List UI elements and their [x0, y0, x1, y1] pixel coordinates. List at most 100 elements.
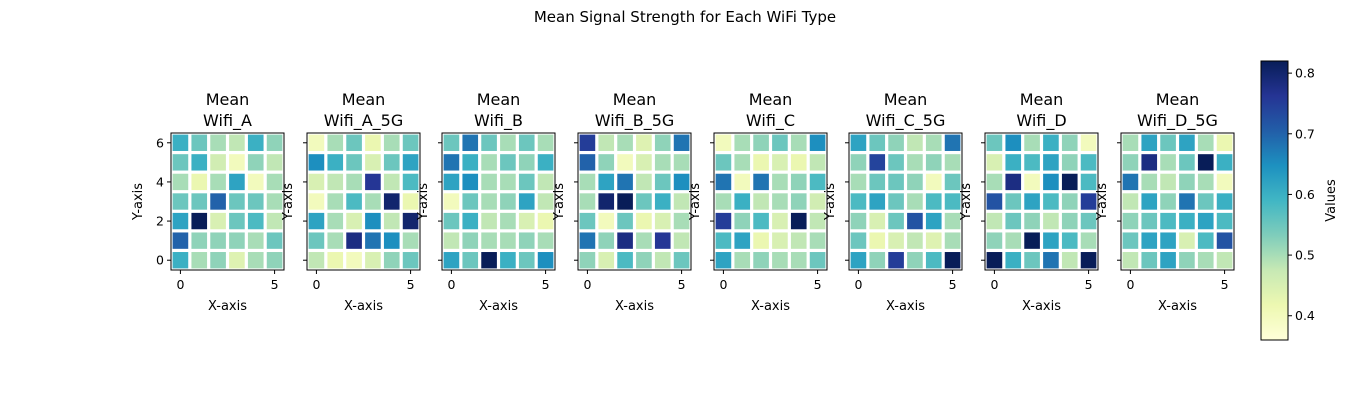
y-axis-label: Y-axis: [131, 183, 146, 221]
heatmap-cell: [443, 134, 460, 151]
y-tick-label: 2: [156, 214, 164, 229]
heatmap-cell: [753, 173, 769, 191]
heatmap-cell: [715, 154, 732, 171]
heatmap-cell: [1061, 173, 1078, 191]
heatmap-cell: [1005, 173, 1022, 191]
heatmap-cell: [229, 252, 245, 269]
heatmap-cell: [537, 154, 554, 171]
heatmap-cell: [617, 252, 633, 269]
heatmap-cell: [518, 212, 535, 230]
heatmap-cell: [308, 193, 325, 210]
heatmap-cell: [172, 173, 189, 191]
heatmap-cell: [500, 154, 516, 171]
heatmap-cell: [1197, 193, 1214, 210]
heatmap-cell: [673, 252, 690, 269]
heatmap-cell: [1160, 193, 1176, 210]
heatmap-cell: [365, 232, 381, 249]
heatmap-cell: [790, 134, 807, 151]
heatmap-cell: [210, 154, 226, 171]
heatmap-cell: [383, 193, 400, 210]
heatmap-cell: [673, 173, 690, 191]
heatmap-cell: [715, 134, 732, 151]
heatmap-cell: [907, 134, 923, 151]
heatmap-cell: [636, 154, 652, 171]
heatmap-cell: [462, 154, 479, 171]
heatmap-cell: [1024, 193, 1040, 210]
heatmap-cell: [308, 252, 325, 269]
heatmap-cell: [1160, 252, 1176, 269]
heatmap-cell: [1160, 173, 1176, 191]
heatmap-cell: [753, 212, 769, 230]
heatmap-cell: [229, 154, 245, 171]
heatmap-cell: [1122, 134, 1139, 151]
heatmap-cell: [1122, 173, 1139, 191]
heatmap-cell: [734, 193, 751, 210]
heatmap-cell: [210, 232, 226, 249]
panel-title: Mean: [1156, 90, 1200, 109]
heatmap-cell: [579, 154, 596, 171]
heatmap-cell: [1024, 154, 1040, 171]
heatmap-cell: [365, 252, 381, 269]
heatmap-cell: [327, 154, 344, 171]
heatmap-cell: [383, 232, 400, 249]
heatmap-cell: [907, 154, 923, 171]
x-tick-label: 5: [1221, 277, 1229, 292]
heatmap-cell: [636, 212, 652, 230]
heatmap-cell: [1061, 154, 1078, 171]
panel-title: Mean: [477, 90, 521, 109]
heatmap-cell: [327, 193, 344, 210]
heatmap-cell: [809, 173, 826, 191]
heatmap-cell: [1080, 232, 1097, 249]
heatmap-cell: [172, 212, 189, 230]
heatmap-cell: [636, 173, 652, 191]
heatmap-cell: [1141, 154, 1158, 171]
heatmap-cell: [229, 193, 245, 210]
heatmap-cell: [809, 212, 826, 230]
heatmap-cell: [734, 252, 751, 269]
heatmap-cell: [1043, 173, 1059, 191]
heatmap-cell: [247, 193, 264, 210]
heatmap-cell: [907, 232, 923, 249]
heatmap-cell: [1197, 154, 1214, 171]
heatmap-cell: [986, 154, 1003, 171]
heatmap-cell: [790, 232, 807, 249]
heatmap-cell: [402, 173, 419, 191]
heatmap-cell: [772, 193, 788, 210]
heatmap-cell: [907, 252, 923, 269]
x-axis-label: X-axis: [208, 299, 247, 314]
heatmap-cell: [734, 173, 751, 191]
heatmap-cell: [1061, 252, 1078, 269]
heatmap-cell: [172, 134, 189, 151]
colorbar: 0.4 0.5 0.6 0.7 0.8 Values: [1260, 60, 1339, 341]
heatmap-panel: Mean Wifi_C_5G 0 5 X-axis Y-axis: [823, 90, 963, 314]
heatmap-cell: [500, 252, 516, 269]
heatmap-cell: [1061, 193, 1078, 210]
heatmap-cell: [518, 154, 535, 171]
heatmap-cell: [365, 134, 381, 151]
heatmap-cell: [266, 154, 283, 171]
heatmap-cell: [210, 134, 226, 151]
heatmap-cell: [1179, 232, 1195, 249]
heatmap-cell: [518, 134, 535, 151]
heatmap-cell: [1141, 173, 1158, 191]
heatmap-cell: [481, 232, 497, 249]
heatmap-cell: [1005, 252, 1022, 269]
heatmap-cell: [1197, 212, 1214, 230]
heatmap-cell: [907, 173, 923, 191]
panel-frame: [1120, 132, 1235, 271]
heatmap-cell: [481, 154, 497, 171]
heatmap-panels: Mean Wifi_A 0 5 0 2 4 6 X-axis Y-axis Mean Wifi_A_5…: [131, 90, 1235, 314]
heatmap-cell: [1043, 134, 1059, 151]
heatmap-cell: [266, 134, 283, 151]
heatmap-cell: [1024, 232, 1040, 249]
heatmap-cell: [443, 252, 460, 269]
y-axis-label: Y-axis: [688, 183, 703, 221]
panel-title: Mean: [613, 90, 657, 109]
y-axis-label: Y-axis: [416, 183, 431, 221]
heatmap-cell: [790, 252, 807, 269]
heatmap-cell: [518, 193, 535, 210]
heatmap-cell: [598, 134, 615, 151]
heatmap-cell: [346, 232, 362, 249]
heatmap-cell: [172, 154, 189, 171]
heatmap-cell: [869, 193, 886, 210]
